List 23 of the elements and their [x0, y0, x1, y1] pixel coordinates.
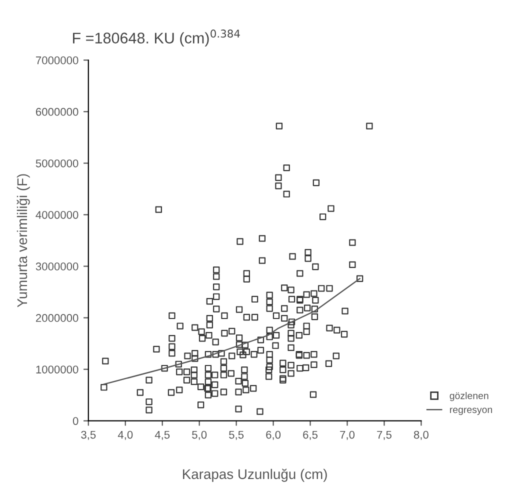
- x-tick-label: 5,0: [192, 430, 207, 440]
- x-tick-label: 8,0: [414, 430, 428, 440]
- legend-label: gözlenen: [450, 392, 488, 402]
- y-tick-label: 5000000: [36, 159, 78, 168]
- y-tick-label: 0: [72, 417, 78, 425]
- x-tick-label: 5,5: [229, 430, 244, 440]
- legend-label: regresyon: [450, 408, 492, 416]
- y-tick-label: 1000000: [36, 366, 78, 374]
- x-axis-title: Karapas Uzunluğu (cm): [182, 468, 327, 482]
- y-tick-label: 4000000: [36, 210, 78, 219]
- chart-title: F =180648. KU (cm)$^{0.384}$: [73, 30, 240, 46]
- x-tick-label: 4,0: [118, 430, 133, 440]
- x-tick-label: 7,5: [377, 430, 392, 440]
- x-tick-label: 6,5: [303, 430, 318, 440]
- x-tick-label: 4,5: [154, 430, 170, 440]
- x-tick-label: 6,0: [266, 430, 281, 440]
- y-tick-label: 7000000: [36, 56, 78, 64]
- y-tick-label: 2000000: [36, 314, 78, 322]
- y-tick-label: 6000000: [36, 108, 78, 116]
- x-tick-label: 7,0: [340, 430, 355, 440]
- y-tick-label: 3000000: [36, 262, 78, 270]
- x-tick-label: 3,5: [81, 430, 96, 440]
- y-axis-title: Yumurta verimliliği (F): [16, 174, 30, 308]
